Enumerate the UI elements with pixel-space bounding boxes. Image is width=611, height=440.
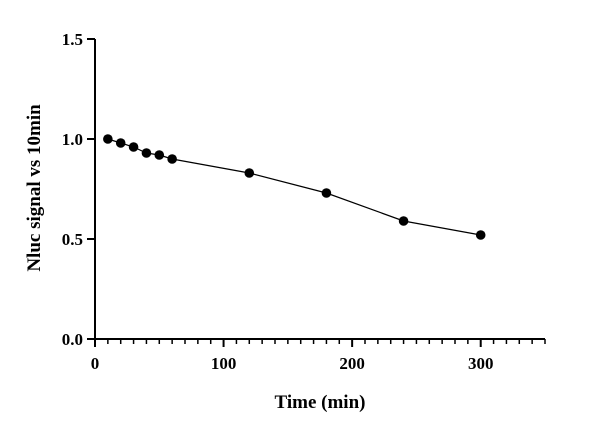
x-tick-label: 100 (211, 354, 237, 373)
y-tick-label: 1.5 (62, 30, 83, 49)
data-point (475, 230, 486, 240)
axes: 0 100 200 300 0.0 0.5 1.0 1.5 (62, 30, 546, 373)
x-tick-label: 200 (339, 354, 365, 373)
x-tick-label: 300 (468, 354, 494, 373)
data-point (321, 188, 332, 198)
data-point (244, 168, 255, 178)
y-tick-label: 1.0 (62, 130, 83, 149)
data-point (141, 148, 152, 158)
x-axis-title: Time (min) (275, 392, 366, 413)
data-point (154, 150, 165, 160)
y-axis-title: Nluc signal vs 10min (24, 104, 45, 272)
data-point (103, 134, 113, 144)
y-tick-label: 0.0 (62, 330, 83, 349)
data-series (103, 134, 486, 240)
series-line (107, 138, 481, 236)
y-tick-label: 0.5 (62, 230, 83, 249)
data-point (167, 154, 177, 164)
data-point (115, 138, 126, 148)
x-tick-label: 0 (91, 354, 100, 373)
data-point (398, 216, 409, 226)
data-point (128, 142, 139, 152)
